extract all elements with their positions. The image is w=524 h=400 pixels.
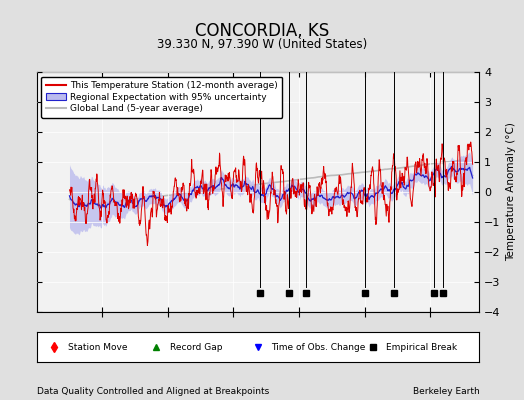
Text: Time of Obs. Change: Time of Obs. Change [271, 342, 366, 352]
Text: CONCORDIA, KS: CONCORDIA, KS [195, 22, 329, 40]
Text: 39.330 N, 97.390 W (United States): 39.330 N, 97.390 W (United States) [157, 38, 367, 51]
Text: Station Move: Station Move [68, 342, 127, 352]
Legend: This Temperature Station (12-month average), Regional Expectation with 95% uncer: This Temperature Station (12-month avera… [41, 76, 282, 118]
Text: Record Gap: Record Gap [170, 342, 222, 352]
Y-axis label: Temperature Anomaly (°C): Temperature Anomaly (°C) [506, 122, 516, 262]
Text: Berkeley Earth: Berkeley Earth [413, 387, 479, 396]
Text: Empirical Break: Empirical Break [387, 342, 457, 352]
Text: Data Quality Controlled and Aligned at Breakpoints: Data Quality Controlled and Aligned at B… [37, 387, 269, 396]
